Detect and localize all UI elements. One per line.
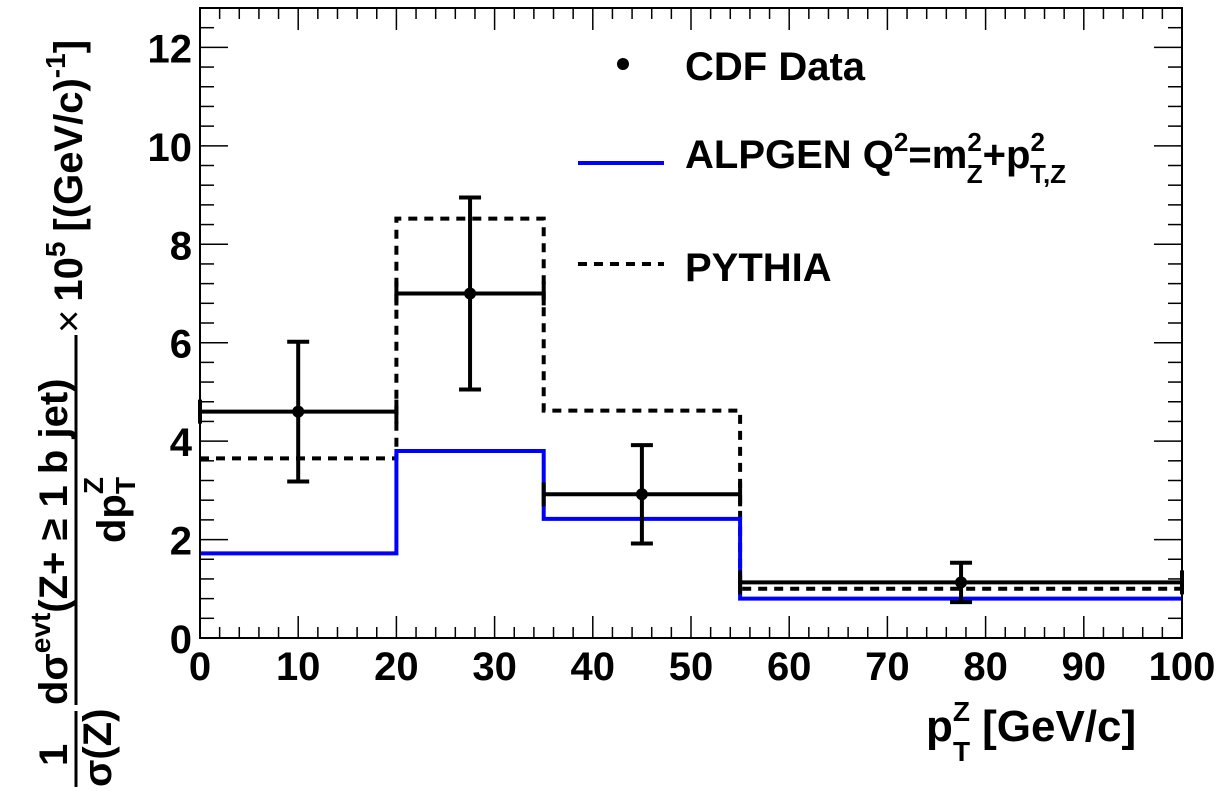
data-point <box>955 576 968 589</box>
y-tick-label: 10 <box>148 126 193 170</box>
data-point-group <box>198 339 399 484</box>
x-axis-title: pZ T[GeV/c] <box>926 696 1136 767</box>
y-tick-label: 0 <box>170 618 192 662</box>
x-tick-labels: 0 10 20 30 40 50 60 70 80 90 100 <box>189 645 1216 689</box>
y-title-frac2-den: dpZT <box>78 477 141 543</box>
x-tick-label: 0 <box>189 645 211 689</box>
y-tick-label: 2 <box>170 520 192 564</box>
legend-label-cdf-data: CDF Data <box>685 45 866 89</box>
data-point-group <box>541 443 743 546</box>
data-point-group <box>738 560 1184 605</box>
x-tick-label: 20 <box>374 645 419 689</box>
x-tick-label: 90 <box>1062 645 1107 689</box>
axis-ticks <box>199 7 1183 639</box>
legend: CDF Data ALPGEN Q2=m2 Z+p2 T,Z PYTHIA <box>578 45 1066 290</box>
legend-marker-cdf-data <box>617 58 629 70</box>
x-tick-label: 30 <box>472 645 517 689</box>
y-tick-label: 12 <box>148 27 193 71</box>
data-point-group <box>394 195 546 392</box>
x-tick-label: 70 <box>865 645 910 689</box>
data-point <box>464 287 477 300</box>
x-tick-label: 60 <box>767 645 812 689</box>
plot-frame <box>199 7 1183 639</box>
series-layer <box>198 195 1184 605</box>
y-tick-label: 6 <box>170 323 192 367</box>
y-title-frac1-den: σ(Z) <box>76 709 120 787</box>
data-point <box>292 405 305 418</box>
y-title-scale: ×105[(GeV/c)-1] <box>40 40 91 333</box>
y-axis-title: 1 σ(Z) dσevt(Z+ ≥ 1 b jet) dpZT ×105[(Ge… <box>25 40 141 787</box>
y-title-frac2-num: dσevt(Z+ ≥ 1 b jet) <box>25 379 76 705</box>
x-tick-label: 50 <box>669 645 714 689</box>
x-tick-label: 100 <box>1149 645 1216 689</box>
y-title-frac1-num: 1 <box>32 744 76 766</box>
data-point <box>635 488 648 501</box>
y-tick-label: 8 <box>170 224 192 268</box>
y-tick-label: 4 <box>170 421 193 465</box>
alpgen-step-line <box>200 448 1182 601</box>
x-tick-label: 40 <box>571 645 616 689</box>
legend-label-pythia: PYTHIA <box>685 246 832 290</box>
x-tick-label: 10 <box>276 645 321 689</box>
legend-label-alpgen: ALPGEN Q2=m2 Z+p2 T,Z <box>685 127 1066 189</box>
y-tick-labels: 0 2 4 6 8 10 12 <box>148 27 193 662</box>
x-tick-label: 80 <box>963 645 1008 689</box>
